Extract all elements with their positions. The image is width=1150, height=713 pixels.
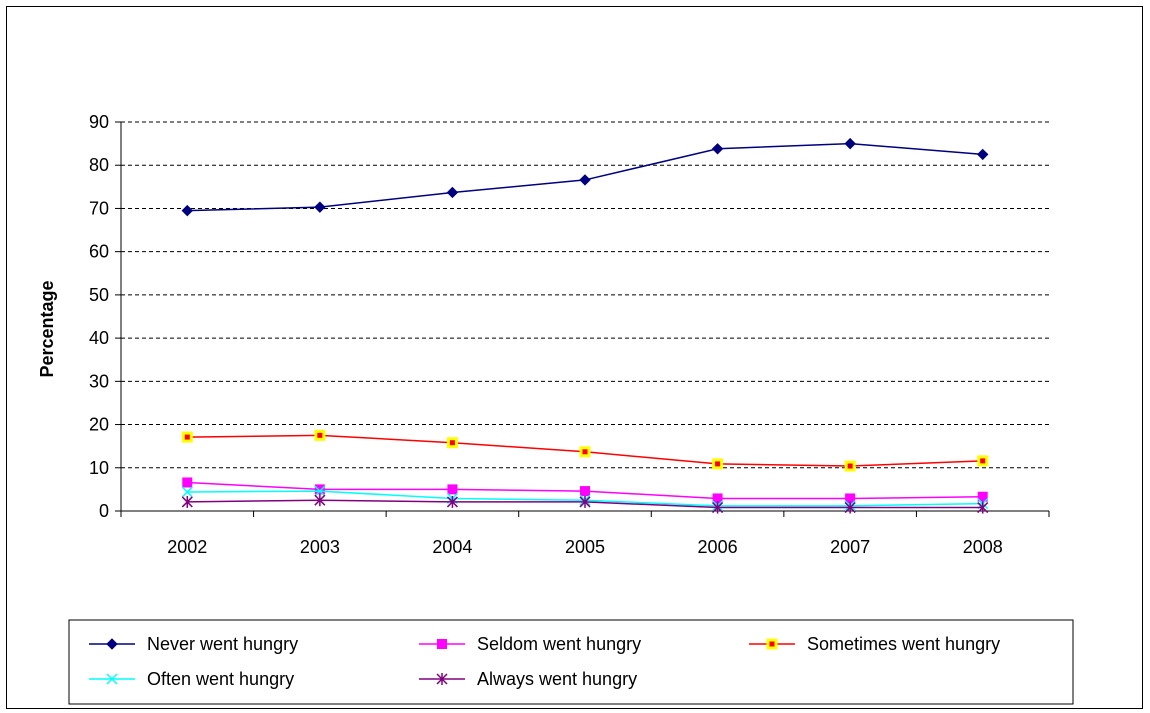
x-tick-label: 2006 bbox=[698, 537, 738, 557]
legend-box bbox=[68, 619, 1074, 705]
data-point bbox=[712, 501, 724, 514]
y-tick-label: 60 bbox=[89, 242, 109, 262]
legend-label: Sometimes went hungry bbox=[807, 634, 1000, 654]
data-point bbox=[314, 484, 325, 495]
legend-label: Seldom went hungry bbox=[477, 634, 641, 654]
data-point bbox=[844, 501, 856, 514]
legend-item: Sometimes went hungry bbox=[749, 634, 1000, 654]
data-point bbox=[712, 458, 724, 470]
y-tick-label: 40 bbox=[89, 328, 109, 348]
x-tick-label: 2002 bbox=[167, 537, 207, 557]
data-point bbox=[447, 484, 458, 495]
x-tick-label: 2008 bbox=[963, 537, 1003, 557]
legend-label: Always went hungry bbox=[477, 669, 637, 689]
series-group bbox=[181, 137, 989, 514]
legend-marker bbox=[437, 639, 447, 649]
data-point bbox=[446, 495, 458, 508]
y-axis-label: Percentage bbox=[37, 280, 57, 377]
legend-marker bbox=[766, 638, 778, 650]
data-point bbox=[314, 201, 326, 213]
y-tick-label: 20 bbox=[89, 415, 109, 435]
data-point bbox=[446, 186, 459, 199]
data-point bbox=[314, 494, 326, 507]
legend-label: Often went hungry bbox=[147, 669, 294, 689]
y-tick-label: 30 bbox=[89, 371, 109, 391]
data-point bbox=[844, 460, 856, 472]
legend-marker bbox=[436, 673, 448, 685]
data-point bbox=[844, 137, 856, 150]
legend: Never went hungry Seldom went hungry Somet… bbox=[68, 619, 1074, 705]
data-point bbox=[314, 429, 326, 441]
y-tick-label: 70 bbox=[89, 198, 109, 218]
series-2 bbox=[182, 477, 988, 504]
y-tick-labels: 0 10 20 30 40 50 60 70 80 90 bbox=[89, 112, 109, 521]
y-tick-label: 10 bbox=[89, 458, 109, 478]
data-point bbox=[579, 446, 591, 458]
data-point bbox=[181, 431, 193, 443]
y-tick-label: 80 bbox=[89, 155, 109, 175]
axes bbox=[115, 121, 1050, 517]
legend-item: Never went hungry bbox=[89, 634, 298, 654]
data-point bbox=[181, 486, 193, 498]
legend-label: Never went hungry bbox=[147, 634, 298, 654]
x-tick-label: 2005 bbox=[565, 537, 605, 557]
series-5 bbox=[181, 494, 989, 514]
series-3 bbox=[181, 429, 989, 472]
legend-marker bbox=[106, 638, 118, 650]
line-chart: 0 10 20 30 40 50 60 70 80 90 2002 2003 2004 2005 2006… bbox=[37, 112, 1074, 705]
data-point bbox=[579, 174, 591, 186]
data-point bbox=[181, 204, 193, 217]
series-1 bbox=[181, 137, 989, 217]
data-point bbox=[579, 495, 591, 508]
x-tick-label: 2003 bbox=[300, 537, 340, 557]
data-point bbox=[977, 491, 988, 502]
data-point bbox=[977, 148, 989, 161]
y-tick-label: 90 bbox=[89, 112, 109, 132]
data-point bbox=[314, 485, 326, 497]
data-point bbox=[181, 495, 193, 508]
x-tick-label: 2004 bbox=[432, 537, 472, 557]
data-point bbox=[580, 486, 590, 497]
gridlines bbox=[121, 121, 1049, 469]
legend-item: Always went hungry bbox=[419, 669, 637, 689]
data-point bbox=[977, 501, 989, 514]
x-tick-labels: 2002 2003 2004 2005 2006 2007 2008 bbox=[167, 537, 1002, 557]
data-point bbox=[711, 143, 724, 155]
x-tick-label: 2007 bbox=[830, 537, 870, 557]
data-point bbox=[182, 477, 193, 488]
y-tick-label: 50 bbox=[89, 285, 109, 305]
data-point bbox=[446, 437, 458, 449]
legend-marker bbox=[106, 673, 118, 685]
chart-frame: 0 10 20 30 40 50 60 70 80 90 2002 2003 2004 2005 2006… bbox=[6, 6, 1143, 709]
y-tick-label: 0 bbox=[99, 501, 109, 521]
data-point bbox=[977, 455, 989, 467]
legend-item: Seldom went hungry bbox=[419, 634, 641, 654]
legend-item: Often went hungry bbox=[89, 669, 294, 689]
